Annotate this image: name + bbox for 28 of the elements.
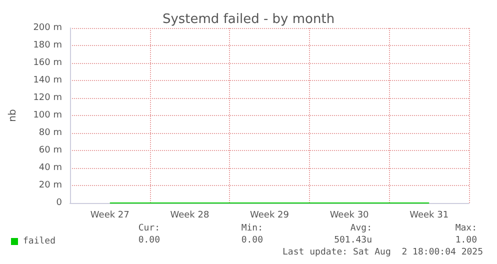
text: Last update: Sat Aug 2 18:00:04 2025 [282, 248, 483, 258]
x-tick-label: Week 31 [410, 210, 449, 220]
y-axis-title: nb [8, 109, 18, 122]
y-tick-label: 20 m [38, 180, 62, 190]
text: 0.00 [241, 236, 263, 246]
chart-title: Systemd failed - by month [162, 12, 335, 27]
y-tick-label: 180 m [33, 40, 62, 50]
text: 0.00 [138, 236, 160, 246]
y-tick-label: 40 m [38, 163, 62, 173]
text: Max: [455, 224, 477, 234]
x-tick-label: Week 29 [250, 210, 290, 220]
text: Avg: [350, 224, 372, 234]
y-tick-label: 0 [56, 198, 62, 208]
y-tick-label: 60 m [38, 146, 62, 156]
text: 1.00 [455, 236, 477, 246]
x-tick-label: Week 27 [90, 210, 130, 220]
y-tick-label: 120 m [33, 93, 62, 103]
y-tick-label: 80 m [38, 128, 62, 138]
y-tick-label: 100 m [33, 110, 62, 120]
x-tick-label: Week 28 [170, 210, 210, 220]
text: 501.43u [334, 236, 372, 246]
y-tick-label: 200 m [33, 23, 62, 33]
legend-label: failed [23, 236, 56, 246]
text: Min: [241, 224, 263, 234]
text: Cur: [138, 224, 160, 234]
y-tick-label: 140 m [33, 76, 62, 86]
x-tick-label: Week 30 [330, 210, 370, 220]
y-tick-label: 160 m [33, 58, 62, 68]
